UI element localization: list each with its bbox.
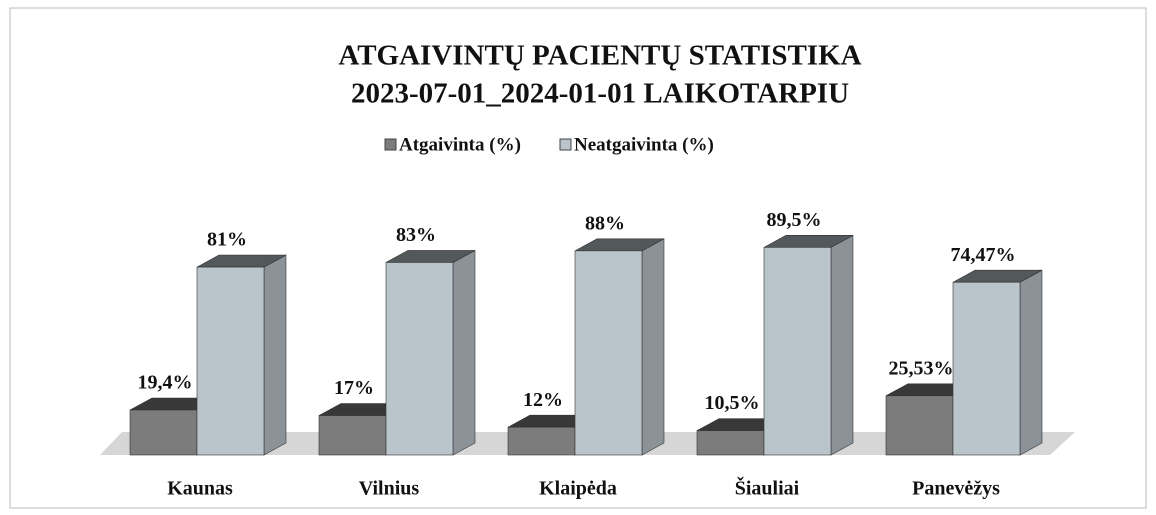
bar: [763, 247, 832, 456]
value-label-bg: [133, 369, 197, 396]
bar: [952, 281, 1021, 456]
bar: [196, 266, 265, 456]
x-tick-label: Vilnius: [359, 478, 420, 500]
value-label-bg: [519, 386, 567, 413]
value-label: 74,47%: [951, 244, 1016, 266]
value-label: 83%: [396, 224, 436, 246]
bar: [129, 409, 198, 456]
chart-title: ATGAIVINTŲ PACIENTŲ STATISTIKA: [338, 40, 861, 72]
bar: [885, 395, 954, 456]
legend-label: Neatgaivinta (%): [574, 134, 714, 155]
value-label-bg: [330, 375, 378, 402]
value-label: 89,5%: [767, 209, 822, 231]
value-label-bg: [581, 210, 629, 237]
value-label-bg: [946, 241, 1020, 268]
value-label: 19,4%: [138, 372, 193, 394]
x-tick-label: Kaunas: [167, 478, 233, 500]
bar: [574, 250, 643, 456]
x-tick-label: Klaipėda: [539, 478, 617, 500]
bar-side: [830, 234, 854, 456]
x-tick-label: Šiauliai: [735, 476, 800, 500]
bar: [507, 426, 576, 456]
chart-border: [9, 7, 1147, 509]
value-label: 12%: [523, 389, 563, 411]
value-label-bg: [762, 206, 826, 233]
value-label: 25,53%: [889, 357, 954, 379]
bar-side: [263, 254, 287, 456]
legend-swatch: [559, 138, 572, 151]
value-label-bg: [203, 226, 251, 253]
bar: [385, 262, 454, 456]
x-tick-label: Panevėžys: [912, 478, 1000, 500]
bar: [318, 415, 387, 456]
value-label-bg: [884, 355, 958, 382]
value-label-bg: [392, 222, 440, 249]
bar-side: [452, 249, 476, 456]
value-label: 88%: [585, 212, 625, 234]
chart-subtitle: 2023-07-01_2024-01-01 LAIKOTARPIU: [351, 78, 849, 110]
value-label-bg: [700, 390, 764, 417]
bar-side: [1019, 269, 1043, 456]
value-label: 10,5%: [705, 392, 760, 414]
legend-swatch: [384, 138, 397, 151]
value-label: 17%: [334, 377, 374, 399]
legend-label: Atgaivinta (%): [399, 134, 521, 155]
bar: [696, 430, 765, 456]
value-label: 81%: [207, 229, 247, 251]
bar-side: [641, 238, 665, 456]
